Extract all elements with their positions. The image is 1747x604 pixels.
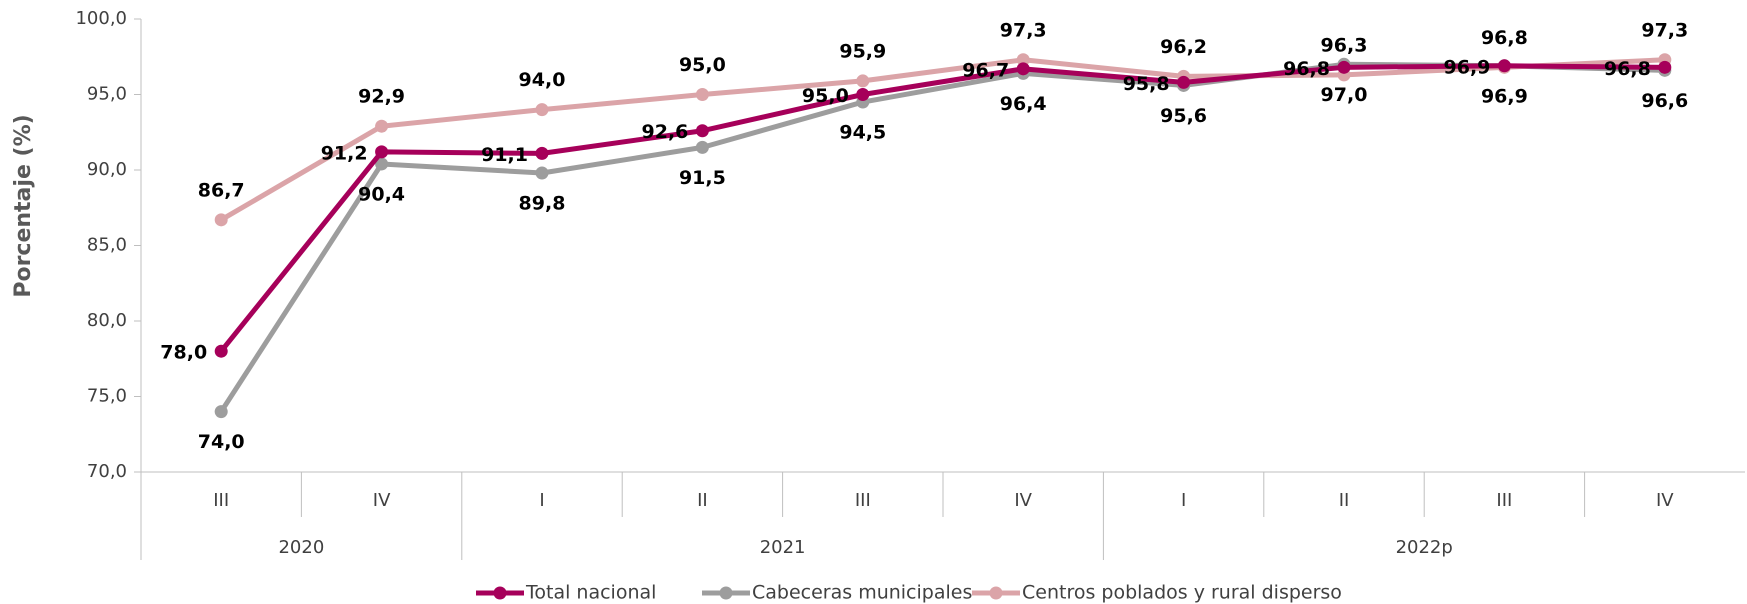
group-label: 2021 [760, 537, 806, 558]
data-label: 95,9 [839, 40, 886, 62]
data-label: 97,0 [1321, 84, 1368, 106]
x-tick-label: I [539, 490, 544, 511]
legend-marker [719, 586, 733, 600]
x-tick-label: IV [1656, 490, 1674, 511]
y-tick-label: 100,0 [75, 8, 127, 29]
data-label: 90,4 [358, 183, 405, 205]
y-tick-label: 95,0 [87, 84, 127, 105]
x-tick-label: IV [1014, 490, 1032, 511]
x-tick-label: II [697, 490, 708, 511]
data-point [214, 405, 228, 419]
data-point [1016, 53, 1030, 67]
data-label: 96,4 [1000, 93, 1047, 115]
data-label: 78,0 [160, 342, 207, 364]
data-point [695, 124, 709, 138]
data-point [695, 88, 709, 101]
data-point [1016, 62, 1030, 76]
data-label: 91,2 [321, 142, 368, 164]
series-line [219, 57, 1665, 222]
data-point [1497, 59, 1511, 73]
data-label: 92,9 [358, 86, 405, 108]
data-point [1337, 60, 1351, 74]
data-label: 96,3 [1321, 34, 1368, 56]
x-tick-label: II [1339, 490, 1350, 511]
y-tick-label: 80,0 [87, 310, 127, 331]
data-label: 89,8 [519, 193, 566, 215]
data-label: 96,9 [1444, 56, 1491, 78]
data-label: 96,6 [1641, 90, 1688, 112]
data-point [535, 103, 549, 117]
group-label: 2022p [1396, 537, 1453, 558]
series-line [219, 63, 1665, 353]
y-tick-label: 75,0 [87, 386, 127, 407]
legend-marker [493, 586, 507, 600]
data-label: 95,8 [1123, 73, 1170, 95]
data-label: 96,7 [962, 59, 1009, 81]
data-label: 96,2 [1160, 36, 1207, 58]
data-label: 74,0 [198, 431, 245, 453]
data-point [375, 145, 389, 159]
data-label: 91,1 [481, 144, 528, 166]
group-label: 2020 [278, 537, 324, 558]
data-point [856, 88, 870, 101]
data-label: 95,6 [1160, 105, 1207, 127]
data-point [214, 213, 228, 227]
x-tick-label: III [855, 490, 871, 511]
x-tick-label: I [1181, 490, 1186, 511]
data-label: 91,5 [679, 167, 726, 189]
legend-label: Cabeceras municipales [752, 582, 972, 604]
data-label: 96,9 [1481, 85, 1528, 107]
data-label: 96,8 [1481, 27, 1528, 49]
legend-label: Centros poblados y rural disperso [1022, 582, 1342, 604]
y-tick-label: 90,0 [87, 159, 127, 180]
y-tick-label: 70,0 [87, 461, 127, 482]
data-point [214, 344, 228, 358]
y-tick-label: 85,0 [87, 235, 127, 256]
data-point [856, 74, 870, 88]
data-point [375, 157, 389, 171]
legend-marker [989, 586, 1003, 600]
data-point [375, 119, 389, 133]
data-point [535, 146, 549, 160]
data-label: 97,3 [1641, 19, 1688, 41]
x-tick-label: IV [373, 490, 391, 511]
data-label: 94,5 [839, 122, 886, 144]
series-line [219, 61, 1665, 413]
data-label: 96,8 [1604, 58, 1651, 80]
data-label: 95,0 [802, 85, 849, 107]
data-point [695, 140, 709, 154]
data-point [1177, 75, 1191, 89]
data-label: 97,3 [1000, 19, 1047, 41]
data-label: 96,8 [1283, 58, 1330, 80]
data-point [1658, 60, 1672, 74]
data-label: 92,6 [642, 121, 689, 143]
data-label: 95,0 [679, 54, 726, 76]
data-point [535, 166, 549, 180]
x-tick-label: III [213, 490, 229, 511]
x-tick-label: III [1496, 490, 1512, 511]
y-axis-label: Porcentaje (%) [11, 114, 36, 297]
data-label: 86,7 [198, 179, 245, 201]
data-label: 94,0 [519, 69, 566, 91]
legend-label: Total nacional [525, 582, 656, 604]
